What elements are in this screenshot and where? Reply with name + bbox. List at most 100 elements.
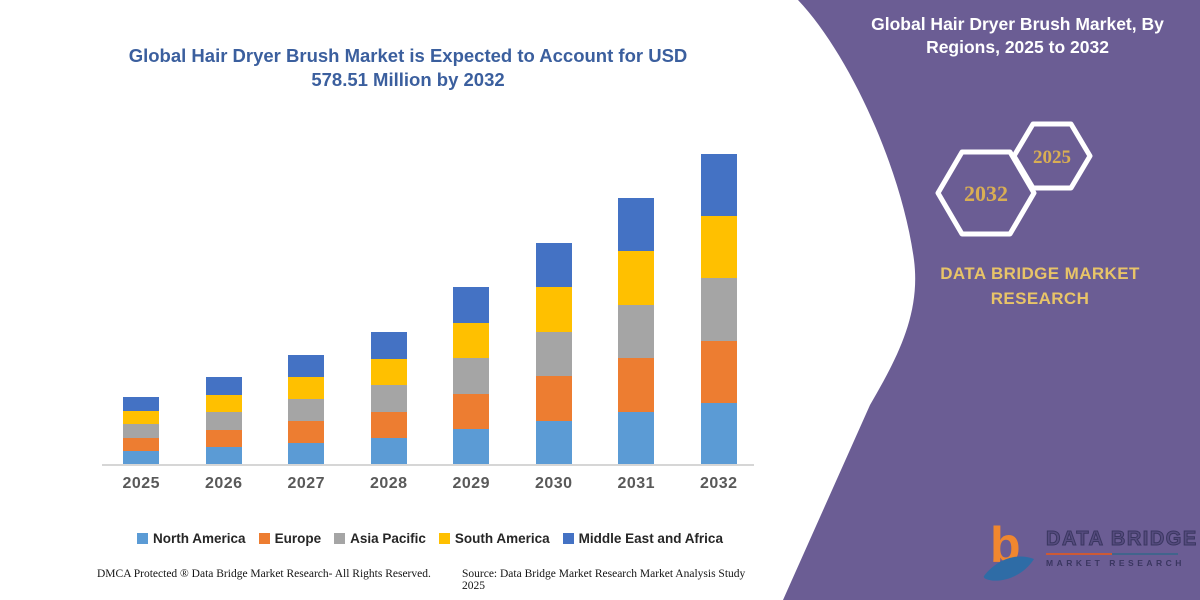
segment-2026-asia-pacific (205, 412, 242, 430)
segment-2025-south-america (123, 410, 160, 425)
segment-2029-south-america (453, 322, 490, 359)
legend-swatch-icon (438, 533, 450, 544)
right-panel-title-line2: Regions, 2025 to 2032 (926, 36, 1109, 57)
segment-2031-south-america (618, 251, 655, 305)
segment-2026-europe (205, 429, 242, 448)
logo-tagline: MARKET RESEARCH (1046, 558, 1185, 568)
bar-slot-2032 (678, 140, 761, 465)
segment-2028-north-america (370, 438, 407, 465)
brand-line2: RESEARCH (990, 288, 1090, 308)
x-axis-line (102, 464, 754, 466)
legend-label: South America (454, 531, 550, 546)
segment-2025-middle-east-and-africa (123, 397, 160, 411)
segment-2028-south-america (370, 358, 407, 386)
segment-2026-south-america (205, 394, 242, 413)
segment-2027-south-america (288, 377, 325, 399)
segment-2030-middle-east-and-africa (535, 243, 572, 288)
legend-item-south-america: South America (438, 531, 550, 546)
bar-slot-2031 (595, 140, 678, 465)
x-axis-labels: 2025 2026 2027 2028 2029 2030 2031 2032 (100, 475, 760, 493)
hexagon-2025-year: 2025 (1033, 147, 1071, 168)
segment-2032-south-america (700, 216, 737, 279)
x-axis-label-2032: 2032 (699, 475, 738, 492)
logo-text: DATA BRIDGE MARKET RESEARCH (1046, 520, 1198, 569)
segment-2029-europe (453, 393, 490, 430)
segment-2029-middle-east-and-africa (453, 287, 490, 323)
segment-2031-asia-pacific (618, 304, 655, 359)
chart-title-line2: 578.51 Million by 2032 (311, 69, 505, 91)
logo-divider (1046, 553, 1178, 555)
segment-2032-middle-east-and-africa (700, 154, 737, 217)
segment-2032-asia-pacific (700, 278, 737, 341)
bars-row (100, 140, 760, 465)
segment-2027-europe (288, 421, 325, 443)
stacked-bar-2027 (288, 355, 325, 465)
legend-item-middle-east-and-africa: Middle East and Africa (562, 531, 723, 546)
footer: DMCA Protected ® Data Bridge Market Rese… (97, 568, 759, 592)
segment-2031-north-america (618, 411, 655, 465)
right-panel-title: Global Hair Dryer Brush Market, By Regio… (845, 13, 1190, 59)
segment-2030-asia-pacific (535, 331, 572, 377)
legend-label: Asia Pacific (350, 531, 426, 546)
x-axis-label-2030: 2030 (534, 475, 573, 492)
segment-2031-europe (618, 358, 655, 412)
segment-2030-europe (535, 376, 572, 421)
segment-2030-south-america (535, 287, 572, 332)
legend-item-north-america: North America (137, 531, 246, 546)
stacked-bar-2028 (370, 332, 407, 465)
logo-swoosh (983, 556, 1034, 581)
brand-wordmark: DATA BRIDGE MARKET RESEARCH (890, 262, 1190, 311)
bar-slot-2027 (265, 140, 348, 465)
hexagon-2032 (935, 149, 1037, 237)
purple-blob-path (783, 0, 1200, 600)
chart-legend: North America Europe Asia Pacific South Ame… (100, 531, 760, 546)
brand-line1: DATA BRIDGE MARKET (940, 264, 1140, 283)
segment-2031-middle-east-and-africa (618, 198, 655, 252)
dmca-notice: DMCA Protected ® Data Bridge Market Rese… (97, 568, 431, 580)
legend-label: Europe (274, 531, 322, 546)
segment-2032-europe (700, 340, 737, 403)
segment-2029-north-america (453, 429, 490, 465)
stacked-bar-2029 (453, 287, 490, 465)
x-axis-label-2029: 2029 (452, 475, 491, 492)
legend-swatch-icon (334, 533, 346, 544)
year-hexagons: 2032 2025 (935, 121, 1093, 237)
x-axis-label-2028: 2028 (369, 475, 408, 492)
stacked-bar-2031 (618, 198, 655, 465)
segment-2027-middle-east-and-africa (288, 355, 325, 377)
legend-label: Middle East and Africa (578, 531, 723, 546)
legend-label: North America (153, 531, 246, 546)
segment-2025-north-america (123, 451, 160, 465)
segment-2029-asia-pacific (453, 358, 490, 394)
stacked-bar-2025 (123, 397, 160, 465)
legend-item-asia-pacific: Asia Pacific (334, 531, 426, 546)
bar-slot-2026 (183, 140, 266, 465)
logo-name: DATA BRIDGE (1046, 528, 1198, 551)
x-axis-label-2031: 2031 (617, 475, 656, 492)
segment-2028-europe (370, 411, 407, 439)
segment-2027-asia-pacific (288, 399, 325, 421)
stacked-bar-2030 (535, 243, 572, 465)
bar-slot-2028 (348, 140, 431, 465)
source-note: Source: Data Bridge Market Research Mark… (462, 568, 746, 592)
segment-2027-north-america (288, 443, 325, 465)
legend-swatch-icon (258, 533, 270, 544)
chart-title: Global Hair Dryer Brush Market is Expect… (58, 44, 758, 93)
hexagon-2032-year: 2032 (964, 181, 1008, 206)
bar-slot-2025 (100, 140, 183, 465)
segment-2025-asia-pacific (123, 424, 160, 438)
segment-2026-north-america (205, 447, 242, 465)
segment-2030-north-america (535, 420, 572, 465)
x-axis-label-2025: 2025 (122, 475, 161, 492)
segment-2028-middle-east-and-africa (370, 332, 407, 359)
right-panel-title-line1: Global Hair Dryer Brush Market, By (871, 14, 1164, 34)
legend-swatch-icon (137, 533, 149, 544)
x-axis-label-2027: 2027 (287, 475, 326, 492)
bar-slot-2029 (430, 140, 513, 465)
data-bridge-logo: b DATA BRIDGE MARKET RESEARCH (982, 520, 1198, 586)
legend-swatch-icon (562, 533, 574, 544)
bar-slot-2030 (513, 140, 596, 465)
x-axis-label-2026: 2026 (204, 475, 243, 492)
